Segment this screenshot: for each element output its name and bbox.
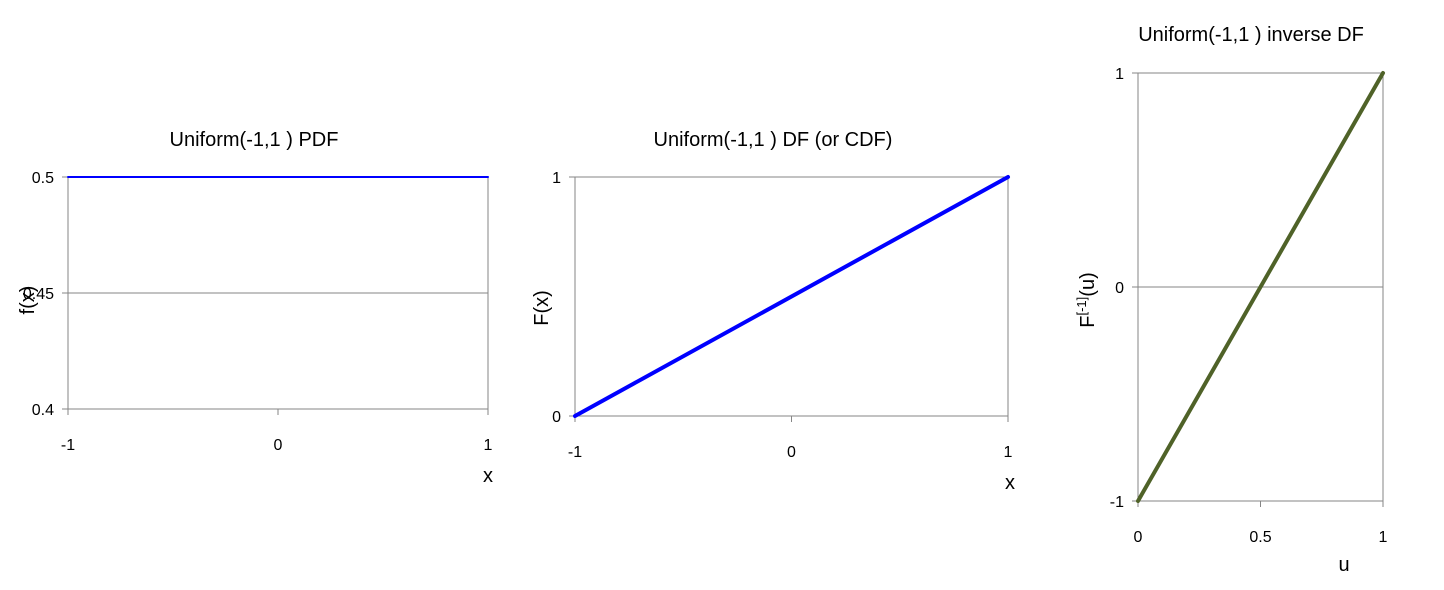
x-tick-label: -1 [568,444,582,461]
x-tick-label: 1 [1004,444,1013,461]
chart-title: Uniform(-1,1 ) inverse DF [1138,24,1364,46]
y-tick-label: 0 [552,409,561,426]
y-tick-label: 0.5 [32,170,54,187]
y-tick-label: 0.4 [32,402,54,419]
y-tick-label: 0 [1115,280,1124,297]
series-line [1136,71,1385,503]
chart-1: 0.4 0.45 0.5 -1 0 1 Uniform(-1,1 ) PDF x f(x) [17,129,493,487]
x-tick-label: 0 [787,444,796,461]
x-tick-label: -1 [61,437,75,454]
x-tick-label: 0 [1134,529,1143,546]
y-axis-label: f(x) [17,286,39,315]
x-axis-label: x [1005,472,1015,494]
x-axis-label: x [483,465,493,487]
x-tick-label: 1 [484,437,493,454]
x-tick-label: 0.5 [1249,529,1271,546]
x-axis-label: u [1338,554,1349,576]
y-axis-label: F(x) [531,290,553,326]
y-tick-label: 1 [552,170,561,187]
x-tick-label: 0 [274,437,283,454]
y-tick-label: 0.45 [23,286,54,303]
chart-3: -1 0 1 0 0.5 1 Uniform(-1,1 ) inverse DF u F[-1]… [1074,24,1388,576]
chart-title: Uniform(-1,1 ) DF (or CDF) [654,129,893,151]
series-line [573,175,1010,418]
chart-2: 0 1 -1 0 1 Uniform(-1,1 ) DF (or CDF) x F(x) [531,129,1015,494]
y-axis-label: F[-1](u) [1074,272,1099,327]
y-tick-label: 1 [1115,66,1124,83]
chart-title: Uniform(-1,1 ) PDF [170,129,339,151]
y-tick-label: -1 [1110,494,1124,511]
x-tick-label: 1 [1379,529,1388,546]
